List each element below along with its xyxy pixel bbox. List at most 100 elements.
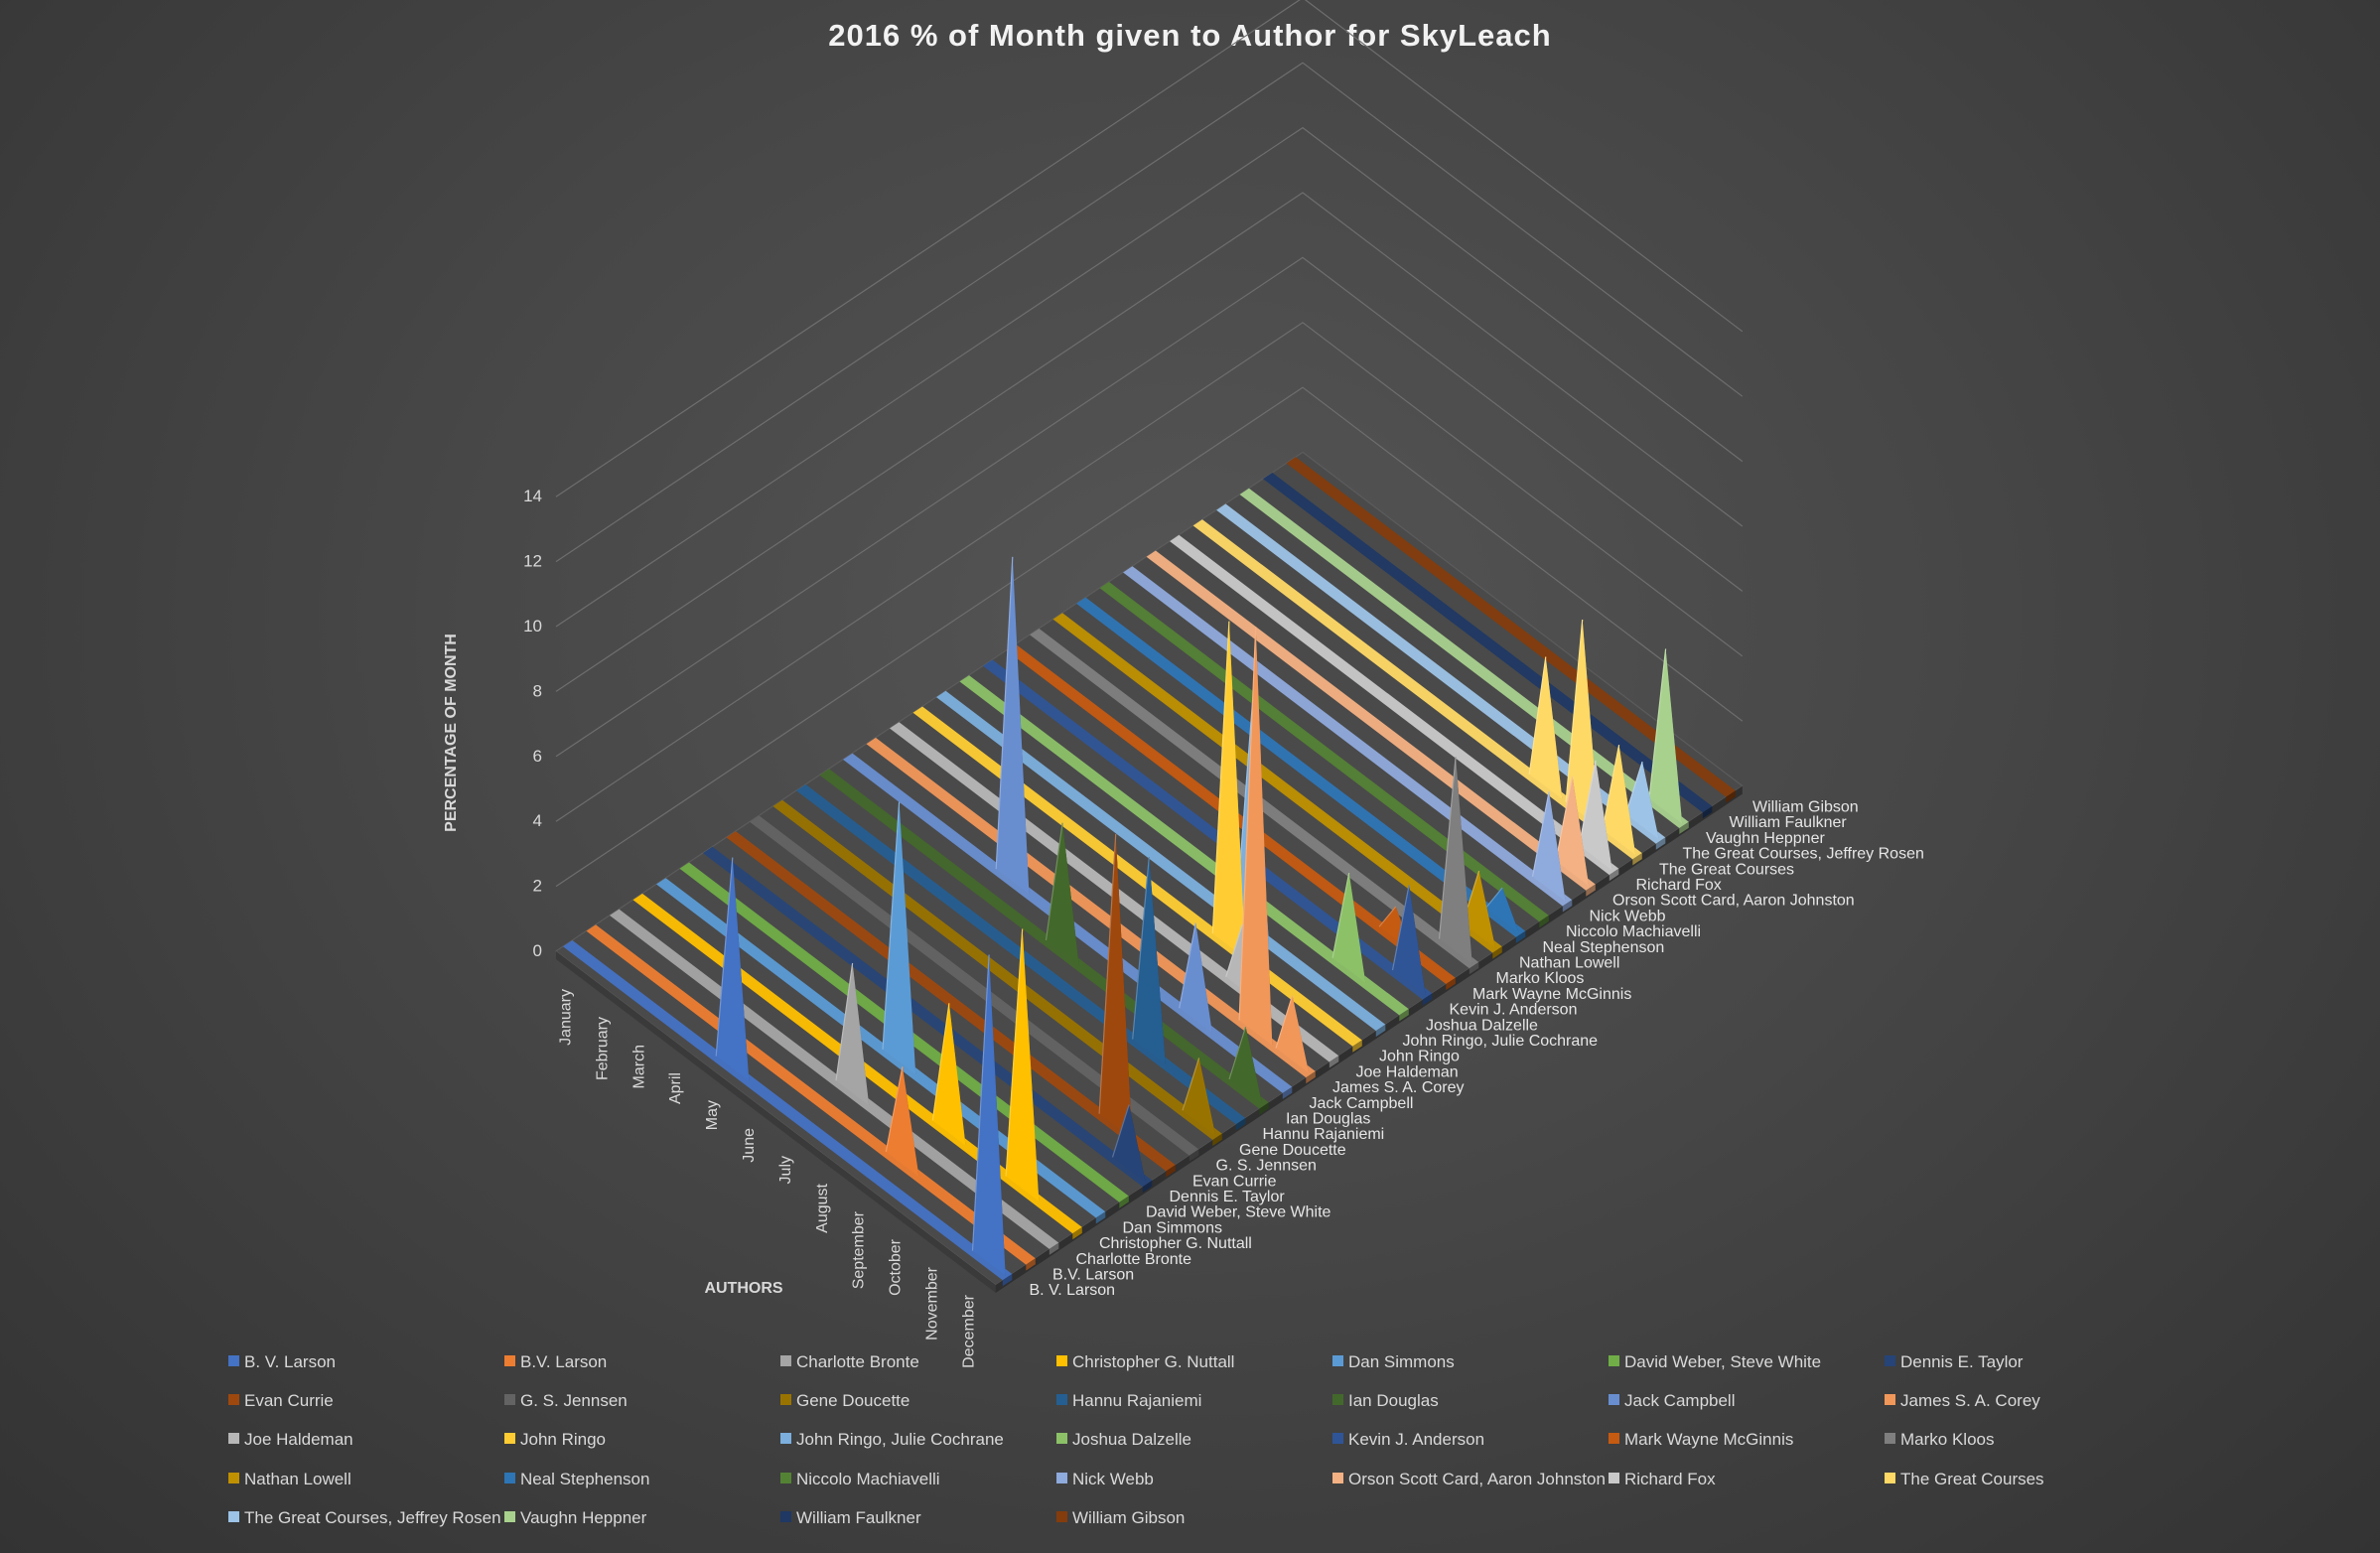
data-point xyxy=(1649,648,1683,824)
legend-swatch xyxy=(1332,1394,1343,1406)
data-point xyxy=(972,954,1006,1276)
series-label: Kevin J. Anderson xyxy=(1450,1002,1578,1019)
legend-swatch xyxy=(1609,1472,1619,1483)
x-tick-label: August xyxy=(814,1183,831,1232)
legend-label: Vaughn Heppner xyxy=(520,1507,647,1527)
series-label: The Great Courses, Jeffrey Rosen xyxy=(1683,846,1924,863)
series-label: B.V. Larson xyxy=(1052,1267,1134,1284)
data-marks xyxy=(563,457,1736,1287)
gridline xyxy=(555,0,1744,497)
y-tick-label: 2 xyxy=(533,877,542,896)
chart-title: 2016 % of Month given to Author for SkyL… xyxy=(828,18,1552,53)
legend-item: B. V. Larson xyxy=(228,1351,336,1373)
series-ribbon-edge xyxy=(1632,853,1642,866)
series-ribbon-edge xyxy=(1329,1056,1339,1068)
series-7 xyxy=(703,846,1153,1194)
data-point xyxy=(1332,873,1366,983)
series-26 xyxy=(1146,550,1596,897)
legend-label: Jack Campbell xyxy=(1624,1391,1736,1411)
data-point-edge xyxy=(1602,744,1620,830)
data-point xyxy=(1239,627,1273,1046)
legend-label: B.V. Larson xyxy=(520,1352,608,1371)
gridline xyxy=(555,256,1744,758)
series-ribbon-edge xyxy=(1026,1258,1036,1271)
data-point xyxy=(883,801,916,1074)
series-ribbon-edge xyxy=(1049,1242,1059,1255)
data-point xyxy=(1603,745,1636,855)
legend-swatch xyxy=(780,1510,791,1522)
legend-item: Christopher G. Nuttall xyxy=(1056,1351,1234,1373)
data-point xyxy=(1532,791,1566,902)
data-point-edge xyxy=(1182,1058,1200,1111)
legend-item: Joe Haldeman xyxy=(228,1429,353,1451)
x-tick-label: January xyxy=(558,989,575,1046)
series-label: Niccolo Machiavelli xyxy=(1566,923,1701,940)
data-point-edge xyxy=(1005,928,1024,1177)
gridline xyxy=(555,322,1744,822)
data-point xyxy=(1579,760,1612,871)
legend-item: The Great Courses, Jeffrey Rosen xyxy=(228,1507,501,1529)
data-point xyxy=(1625,762,1659,840)
series-label: Richard Fox xyxy=(1636,877,1722,894)
data-point-edge xyxy=(1179,922,1196,1009)
series-19 xyxy=(983,659,1433,1006)
series-31 xyxy=(1263,473,1713,819)
series-ribbon-edge xyxy=(1446,977,1456,990)
y-axis-title: PERCENTAGE OF MONTH xyxy=(443,634,460,832)
data-point-edge xyxy=(1648,648,1667,799)
series-label: Dennis E. Taylor xyxy=(1170,1189,1286,1205)
legend-label: Kevin J. Anderson xyxy=(1348,1430,1485,1450)
data-point xyxy=(886,1066,919,1177)
legend-item: Niccolo Machiavelli xyxy=(780,1469,940,1490)
series-2 xyxy=(586,924,1036,1271)
gridline xyxy=(555,386,1744,888)
series-18 xyxy=(959,675,1409,1022)
legend-swatch xyxy=(1609,1355,1619,1367)
x-tick-label: November xyxy=(924,1266,941,1340)
series-27 xyxy=(1170,534,1619,882)
series-label: James S. A. Corey xyxy=(1332,1079,1465,1096)
series-label: Ian Douglas xyxy=(1286,1111,1370,1128)
legend-swatch xyxy=(228,1510,239,1522)
legend-item: William Gibson xyxy=(1056,1507,1185,1529)
series-ribbon-edge xyxy=(1142,1180,1153,1194)
legend-label: Nick Webb xyxy=(1072,1469,1154,1488)
legend-item: Vaughn Heppner xyxy=(504,1507,646,1529)
legend-label: Richard Fox xyxy=(1624,1469,1716,1488)
data-point xyxy=(1179,922,1212,1034)
data-point xyxy=(1229,1027,1263,1104)
data-point-edge xyxy=(885,1066,904,1153)
legend-item: William Faulkner xyxy=(780,1507,921,1529)
y-tick-label: 12 xyxy=(523,552,542,571)
series-label: Vaughn Heppner xyxy=(1706,830,1825,847)
series-ribbon xyxy=(1146,550,1596,891)
series-label: Evan Currie xyxy=(1192,1173,1277,1190)
data-point-edge xyxy=(1228,1026,1247,1080)
series-ribbon xyxy=(983,659,1433,1000)
legend-swatch xyxy=(1885,1394,1895,1406)
data-point xyxy=(716,857,750,1081)
y-tick-label: 8 xyxy=(533,681,542,700)
data-point xyxy=(932,1003,966,1146)
data-point xyxy=(1276,995,1310,1073)
series-ribbon xyxy=(726,831,1176,1172)
legend-item: Kevin J. Anderson xyxy=(1332,1429,1484,1451)
series-ribbon-edge xyxy=(1539,915,1549,928)
data-point-edge xyxy=(1438,756,1457,939)
series-ribbon xyxy=(1076,597,1526,937)
data-point-edge xyxy=(1132,856,1150,1040)
legend-label: Charlotte Bronte xyxy=(796,1352,919,1371)
legend-item: John Ringo, Julie Cochrane xyxy=(780,1429,1004,1451)
x-tick-label: September xyxy=(851,1210,868,1289)
legend-swatch xyxy=(1056,1433,1067,1445)
data-point-edge xyxy=(995,556,1014,870)
floor-edge xyxy=(995,785,1743,1293)
floor-edge xyxy=(556,951,996,1293)
series-label: Mark Wayne McGinnis xyxy=(1472,986,1631,1003)
legend-swatch xyxy=(228,1472,239,1483)
data-point-edge xyxy=(1378,906,1397,927)
data-point xyxy=(1099,834,1133,1139)
series-label: Jack Campbell xyxy=(1310,1095,1414,1112)
